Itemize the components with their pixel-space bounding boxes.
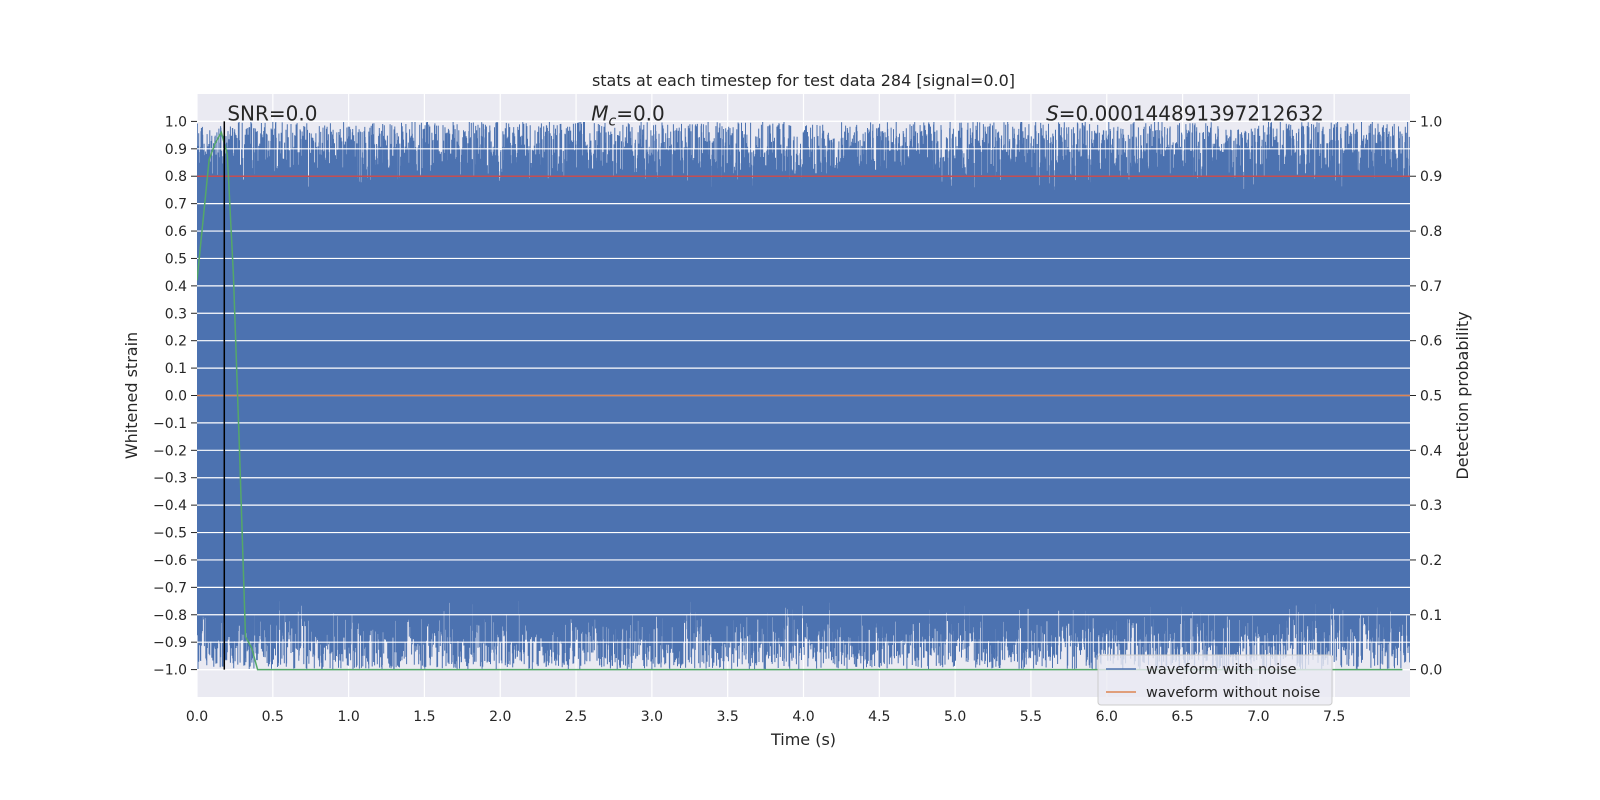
y-tick-label: 0.8: [165, 169, 187, 185]
y-tick-label: −0.5: [153, 526, 187, 542]
y2-tick-label: 0.5: [1420, 389, 1442, 405]
x-tick-label: 2.5: [565, 709, 587, 725]
y-tick-label: −0.3: [153, 471, 187, 487]
score-value: =0.000144891397212632: [1059, 101, 1324, 125]
y-tick-label: 0.9: [165, 142, 187, 158]
y2-axis-ticks: 1.0 0.9 0.8 0.7 0.6 0.5 0.4 0.3 0.2 0.1 0.0: [1410, 114, 1442, 679]
x-tick-label: 7.0: [1247, 709, 1269, 725]
y-tick-label: 0.0: [165, 389, 187, 405]
y-tick-label: −0.1: [153, 416, 187, 432]
score-annotation: S=0.000144891397212632: [1046, 101, 1324, 125]
chirp-mass-symbol: M: [591, 101, 608, 125]
y2-tick-label: 0.7: [1420, 279, 1442, 295]
chart-title: stats at each timestep for test data 284…: [592, 71, 1015, 90]
detection-probability-line: [197, 130, 1403, 671]
x-tick-label: 6.5: [1171, 709, 1193, 725]
chirp-mass-subscript: c: [608, 113, 616, 129]
y-tick-label: −1.0: [153, 663, 187, 679]
y2-tick-label: 0.3: [1420, 498, 1442, 514]
y-tick-label: 0.5: [165, 251, 187, 267]
y2-axis-label: Detection probability: [1453, 311, 1472, 479]
x-tick-label: 5.5: [1020, 709, 1042, 725]
x-tick-label: 4.5: [868, 709, 890, 725]
y2-tick-label: 0.4: [1420, 443, 1442, 459]
legend-label-waveform-with-noise: waveform with noise: [1146, 662, 1297, 678]
y-tick-label: 0.3: [165, 306, 187, 322]
y2-tick-label: 0.9: [1420, 169, 1442, 185]
y-tick-label: 0.4: [165, 279, 187, 295]
legend-label-waveform-without-noise: waveform without noise: [1146, 685, 1320, 701]
chirp-mass-annotation: Mc=0.0: [591, 101, 665, 129]
y-tick-label: −0.6: [153, 553, 187, 569]
x-tick-label: 1.5: [413, 709, 435, 725]
legend: waveform with noise waveform without noi…: [1097, 654, 1333, 706]
x-tick-label: 3.5: [717, 709, 739, 725]
snr-annotation: SNR=0.0: [227, 101, 317, 125]
x-axis-label: Time (s): [770, 730, 836, 749]
x-tick-label: 1.0: [337, 709, 359, 725]
y-tick-label: −0.4: [153, 498, 187, 514]
y2-tick-label: 0.8: [1420, 224, 1442, 240]
x-tick-label: 3.0: [641, 709, 663, 725]
waveform-with-noise-line: [197, 121, 1410, 670]
chirp-mass-value: =0.0: [616, 101, 665, 125]
y2-tick-label: 0.6: [1420, 334, 1442, 350]
y-tick-label: 0.2: [165, 334, 187, 350]
y2-tick-label: 0.1: [1420, 608, 1442, 624]
y-axis-ticks: 1.0 0.9 0.8 0.7 0.6 0.5 0.4 0.3 0.2 0.1 0.0 −0.1 −0.…: [153, 114, 197, 679]
y-tick-label: 0.7: [165, 197, 187, 213]
x-tick-label: 4.0: [792, 709, 814, 725]
y-tick-label: −0.9: [153, 635, 187, 651]
y-tick-label: −0.8: [153, 608, 187, 624]
x-tick-label: 0.0: [186, 709, 208, 725]
y-tick-label: 0.6: [165, 224, 187, 240]
y-tick-label: 1.0: [165, 114, 187, 130]
x-tick-label: 6.0: [1096, 709, 1118, 725]
y2-tick-label: 0.2: [1420, 553, 1442, 569]
y-tick-label: 0.1: [165, 361, 187, 377]
x-axis-ticks: 0.0 0.5 1.0 1.5 2.0 2.5 3.0 3.5 4.0 4.5 5.0 5.5 6.0 6…: [186, 709, 1345, 725]
y-axis-label: Whitened strain: [122, 332, 141, 459]
y2-tick-label: 0.0: [1420, 663, 1442, 679]
y-tick-label: −0.7: [153, 580, 187, 596]
x-tick-label: 0.5: [262, 709, 284, 725]
x-tick-label: 5.0: [944, 709, 966, 725]
x-tick-label: 2.0: [489, 709, 511, 725]
x-tick-label: 7.5: [1323, 709, 1345, 725]
y2-tick-label: 1.0: [1420, 114, 1442, 130]
legend-box: [1097, 654, 1333, 706]
y-tick-label: −0.2: [153, 443, 187, 459]
score-symbol: S: [1046, 101, 1059, 125]
